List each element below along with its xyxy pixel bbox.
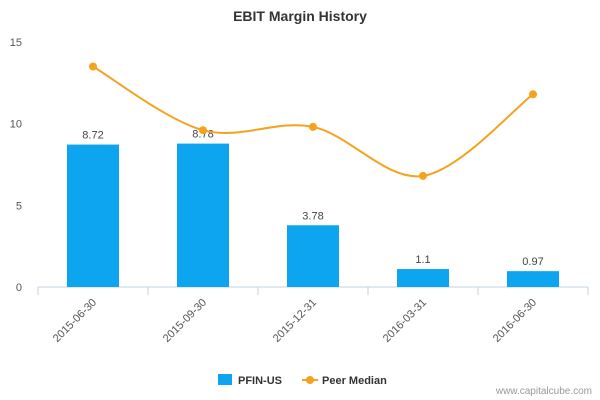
legend-label-pfin: PFIN-US [238, 375, 282, 387]
bar-pfin [177, 143, 229, 287]
peer-median-point [199, 126, 207, 135]
peer-median-point [529, 90, 537, 99]
y-tick-label: 5 [16, 200, 22, 212]
chart-title: EBIT Margin History [233, 8, 367, 24]
x-tick-label: 2016-03-31 [381, 297, 429, 345]
legend-swatch-peer-dot [306, 376, 314, 384]
y-tick-label: 10 [10, 119, 22, 131]
bar-data-label: 0.97 [522, 256, 543, 268]
bar-pfin [507, 271, 559, 287]
bars [67, 143, 559, 287]
y-tick-label: 15 [10, 37, 22, 49]
peer-median-point [309, 122, 317, 131]
bar-data-label: 3.78 [302, 210, 323, 222]
peer-median-point [419, 171, 427, 180]
y-tick-label: 0 [16, 282, 22, 294]
bar-pfin [397, 269, 449, 287]
peer-median-line-group [89, 62, 537, 180]
peer-median-point [89, 62, 97, 71]
x-tick-label: 2015-09-30 [161, 297, 209, 345]
bar-data-label: 1.1 [415, 254, 430, 266]
bar-pfin [287, 225, 339, 287]
legend-label-peer-median: Peer Median [322, 375, 387, 387]
legend-swatch-pfin [218, 374, 232, 385]
x-tick-label: 2015-12-31 [271, 297, 319, 345]
peer-median-line [92, 65, 534, 178]
x-tick-label: 2016-06-30 [491, 297, 539, 345]
legend: PFIN-US Peer Median [218, 374, 387, 387]
bar-pfin [67, 144, 119, 287]
credit-text: www.capitalcube.com [495, 386, 592, 397]
bar-data-label: 8.72 [82, 130, 103, 142]
x-tick-label: 2015-06-30 [51, 297, 99, 345]
